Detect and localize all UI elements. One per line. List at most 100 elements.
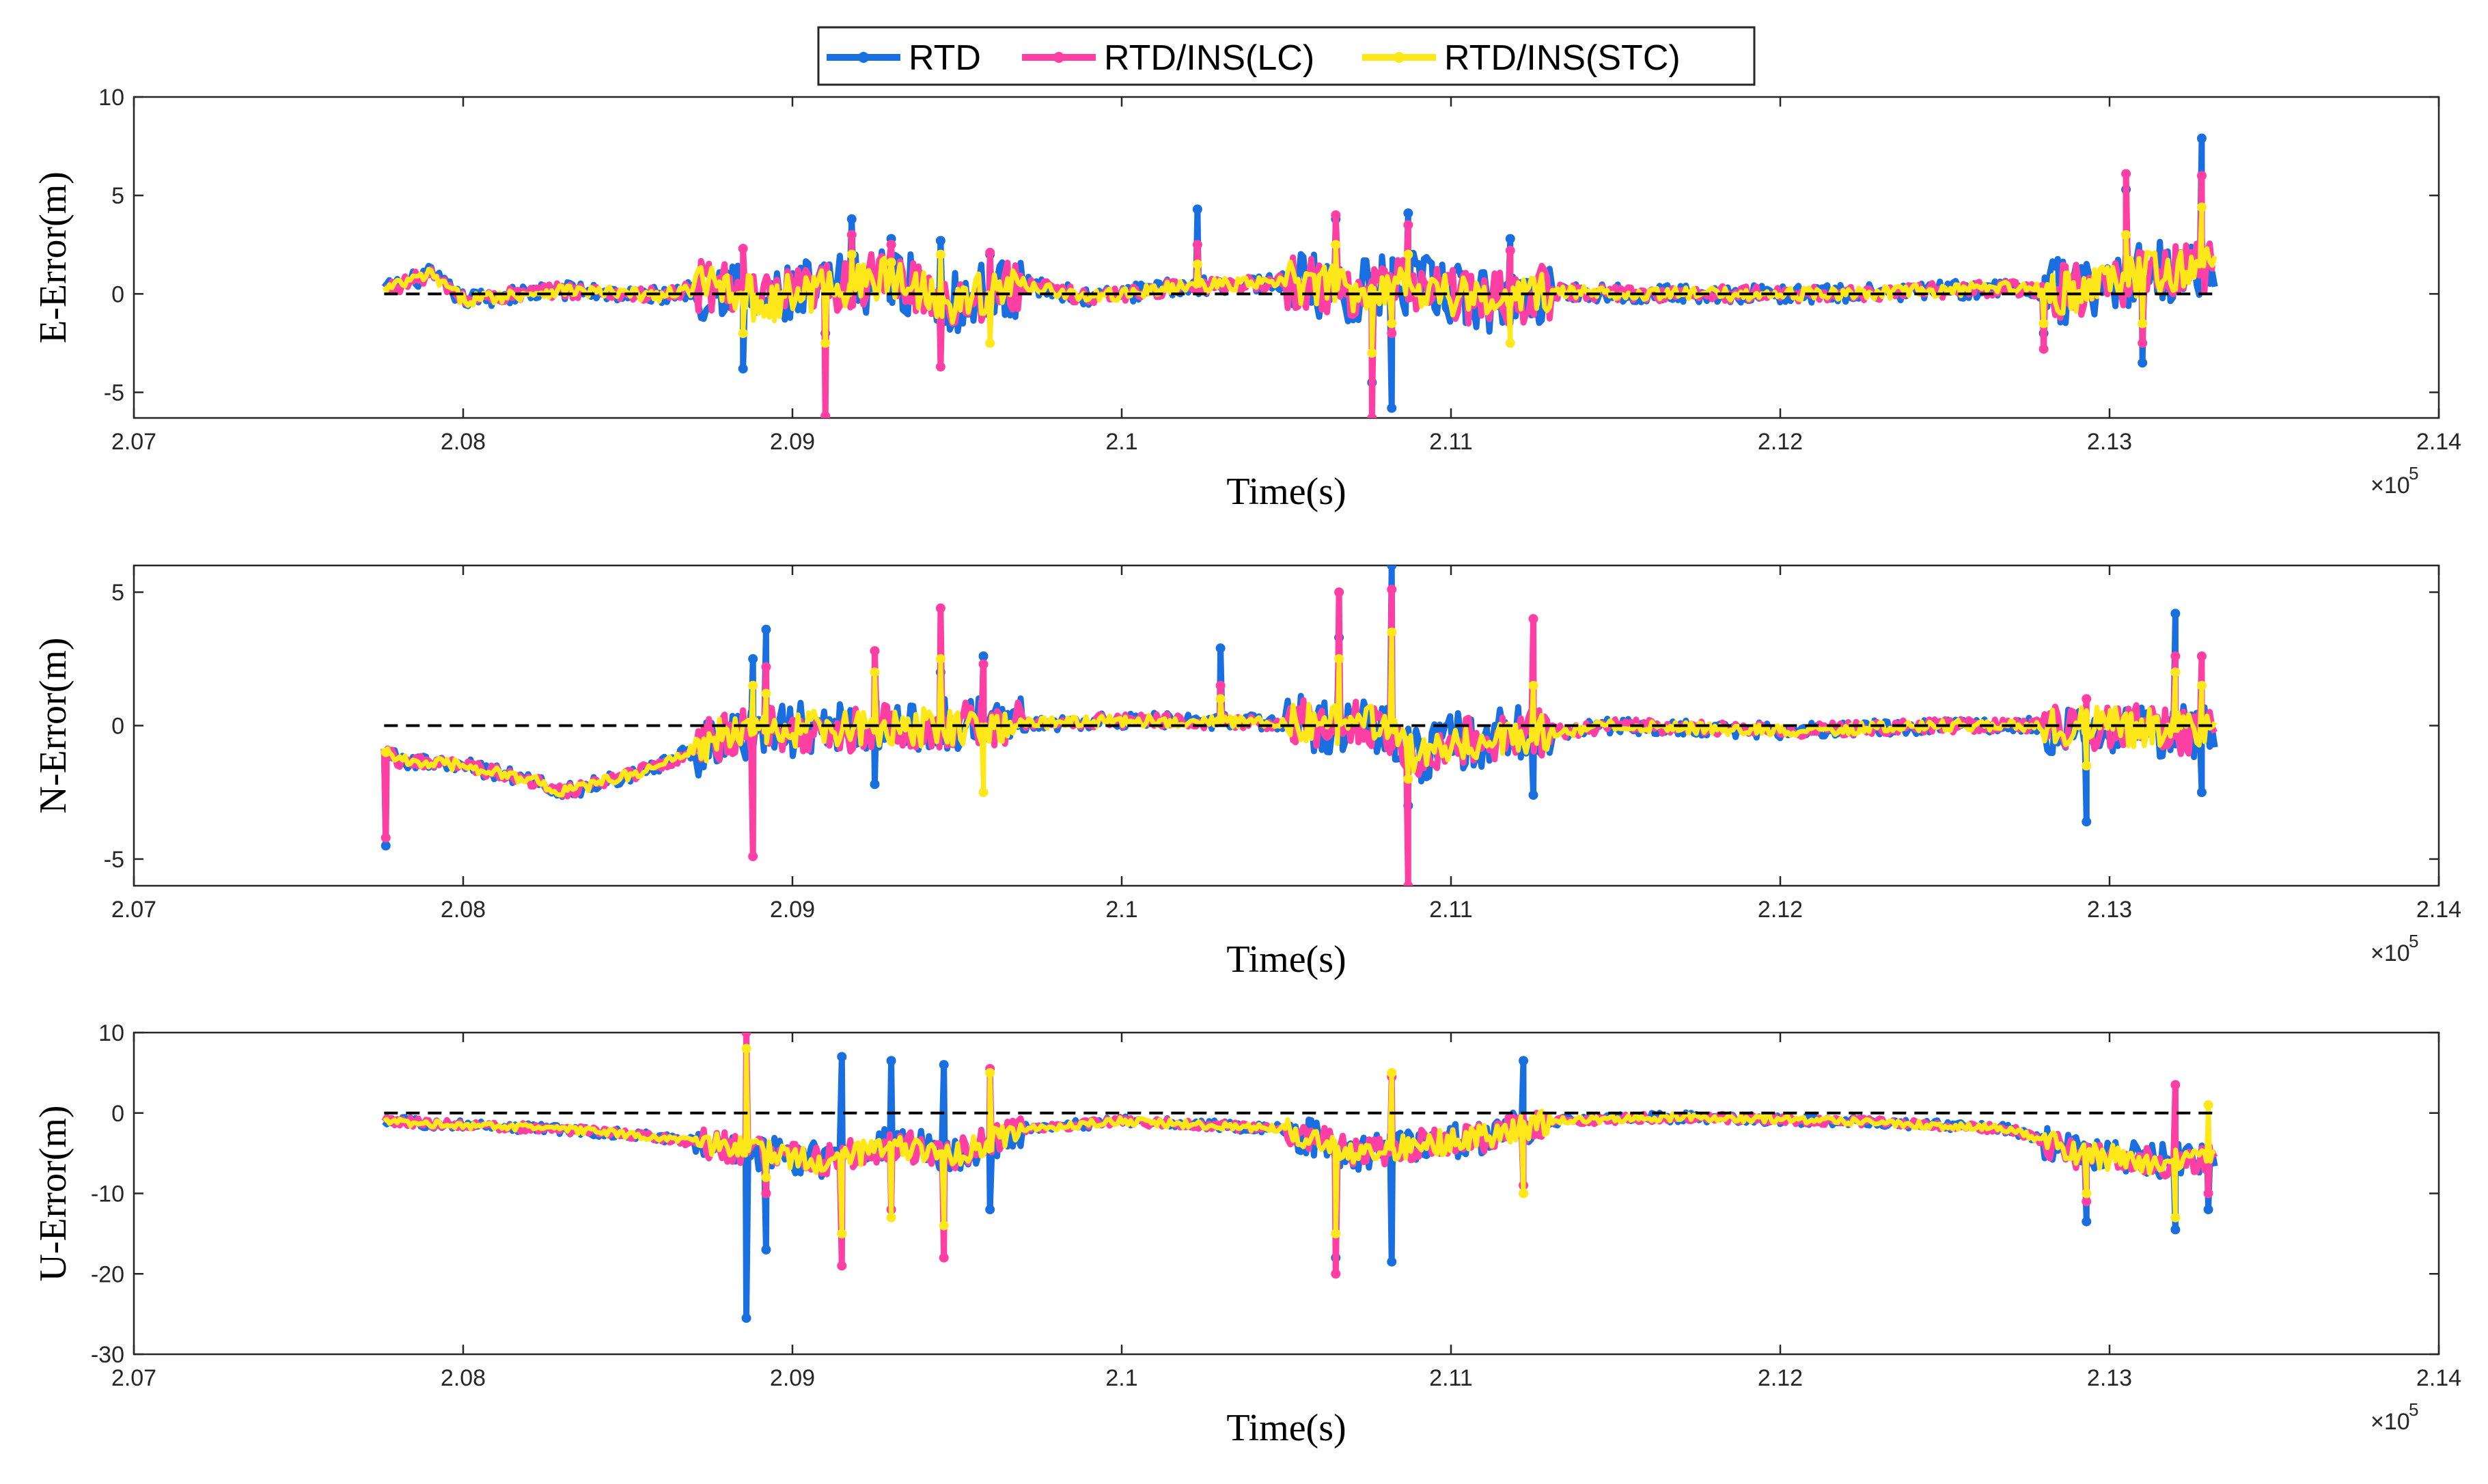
x-tick-label: 2.12 — [1758, 897, 1803, 923]
data-point-rtd-ins-lc — [820, 411, 831, 418]
x-tick-label: 2.08 — [441, 1365, 486, 1391]
series-line-rtd-ins-stc — [382, 205, 2217, 356]
x-axis-title: Time(s) — [1226, 938, 1346, 981]
data-point-rtd — [939, 1060, 949, 1070]
data-point-rtd — [846, 214, 857, 224]
data-point-rtd-ins-stc — [1403, 774, 1413, 784]
data-point-rtd-ins-lc — [846, 229, 857, 240]
data-point-rtd-ins-lc — [1331, 210, 1341, 221]
data-point-rtd-ins-lc — [748, 852, 758, 862]
x-tick-label: 2.13 — [2087, 429, 2132, 455]
data-point-rtd-ins-stc — [1331, 1229, 1341, 1239]
x-tick-label: 2.1 — [1105, 897, 1137, 923]
x-exponent-power: 5 — [2409, 1399, 2418, 1420]
y-axis-title: E-Error(m) — [32, 171, 74, 344]
data-point-rtd-ins-stc — [2196, 202, 2207, 212]
data-point-rtd-ins-stc — [381, 747, 391, 757]
data-point-rtd-ins-lc — [870, 646, 880, 656]
data-point-rtd — [741, 1313, 751, 1324]
y-tick-label: -30 — [91, 1342, 124, 1368]
x-tick-label: 2.09 — [770, 897, 815, 923]
data-point-rtd-ins-stc — [870, 667, 880, 677]
data-point-rtd — [1387, 565, 1397, 570]
data-point-rtd-ins-stc — [2082, 1188, 2092, 1199]
data-point-rtd-ins-stc — [2138, 318, 2148, 328]
panel-u-error: 2.07 2.08 2.09 2.1 2.11 2.12 2.13 2.14 -30 -20 -10… — [32, 1020, 2461, 1449]
data-point-rtd-ins-stc — [985, 338, 995, 348]
data-point-rtd — [738, 363, 748, 374]
data-point-rtd — [1403, 208, 1413, 219]
x-tick-label: 2.08 — [441, 429, 486, 455]
data-point-rtd-ins-lc — [1331, 1269, 1341, 1279]
y-axis-title: N-Error(m) — [32, 637, 74, 813]
data-point-rtd — [761, 624, 771, 634]
x-axis-title: Time(s) — [1226, 471, 1346, 513]
plot-area — [381, 1033, 2218, 1324]
y-tick-label: -5 — [104, 847, 124, 873]
data-point-rtd-ins-stc — [2196, 680, 2207, 690]
data-point-rtd-ins-lc — [837, 1261, 847, 1271]
panel-e-error: 2.07 2.08 2.09 2.1 2.11 2.12 2.13 2.14 -5 0 5 10 Tim… — [32, 85, 2461, 513]
legend-label-rtd-ins-lc: RTD/INS(LC) — [1104, 38, 1314, 78]
data-point-rtd-ins-stc — [886, 257, 896, 268]
axes-box — [133, 96, 2440, 419]
y-tick-label: 0 — [111, 1101, 124, 1127]
x-tick-label: 2.1 — [1105, 429, 1137, 455]
data-point-rtd-ins-stc — [1387, 1067, 1397, 1078]
data-point-rtd-ins-lc — [1505, 245, 1515, 255]
data-point-rtd — [2170, 608, 2181, 619]
data-point-rtd-ins-lc — [935, 362, 945, 372]
y-tick-label: -20 — [91, 1261, 124, 1287]
legend-entry-rtd-ins-stc: RTD/INS(STC) — [1362, 38, 1681, 78]
y-tick-label: 5 — [111, 580, 124, 606]
x-tick-label: 2.07 — [111, 429, 156, 455]
data-point-rtd — [2082, 817, 2092, 827]
x-tick-label: 2.07 — [111, 897, 156, 923]
data-point-rtd-ins-lc — [978, 659, 989, 669]
legend-marker-rtd-ins-stc — [1394, 52, 1405, 63]
data-point-rtd — [2170, 1224, 2181, 1235]
data-point-rtd-ins-lc — [2170, 1080, 2181, 1090]
data-point-rtd-ins-stc — [748, 680, 758, 690]
x-tick-label: 2.14 — [2416, 429, 2461, 455]
data-point-rtd-ins-stc — [738, 328, 748, 339]
data-point-rtd-ins-stc — [939, 1220, 949, 1231]
x-tick-label: 2.11 — [1429, 897, 1473, 923]
data-point-rtd — [2196, 787, 2207, 798]
data-point-rtd-ins-lc — [1387, 328, 1397, 339]
legend-box — [817, 26, 1756, 86]
data-point-rtd — [2196, 133, 2207, 143]
series-line-rtd-ins-stc — [383, 1046, 2216, 1236]
x-tick-label: 2.1 — [1105, 1365, 1137, 1391]
data-point-rtd — [761, 1244, 771, 1255]
data-point-rtd-ins-lc — [939, 1252, 949, 1263]
x-tick-label: 2.13 — [2087, 1365, 2132, 1391]
data-point-rtd-ins-stc — [837, 1229, 847, 1239]
data-point-rtd — [978, 651, 989, 661]
data-point-rtd-ins-stc — [1505, 338, 1515, 348]
x-tick-label: 2.13 — [2087, 897, 2132, 923]
data-point-rtd-ins-stc — [985, 1067, 995, 1078]
data-point-rtd — [1519, 1056, 1529, 1066]
x-exponent-label: ×10 — [2370, 473, 2410, 499]
data-point-rtd-ins-lc — [886, 240, 896, 250]
y-axis-title: U-Error(m) — [32, 1105, 74, 1281]
data-point-rtd — [837, 1052, 847, 1062]
data-point-rtd-ins-stc — [1528, 680, 1538, 690]
x-tick-label: 2.09 — [770, 429, 815, 455]
data-point-rtd — [1215, 643, 1226, 654]
data-point-rtd-ins-lc — [381, 832, 391, 843]
data-point-rtd — [985, 1205, 995, 1215]
plot-area — [381, 565, 2218, 886]
data-point-rtd-ins-stc — [1519, 1188, 1529, 1199]
y-tick-label: 0 — [111, 281, 124, 307]
data-point-rtd-ins-lc — [1403, 881, 1413, 886]
data-point-rtd-ins-stc — [1403, 249, 1413, 260]
data-point-rtd — [2203, 1205, 2213, 1215]
data-point-rtd-ins-lc — [2196, 171, 2207, 181]
data-point-rtd-ins-stc — [935, 654, 945, 664]
data-point-rtd-ins-stc — [1334, 654, 1344, 664]
data-point-rtd-ins-stc — [2121, 229, 2131, 240]
data-point-rtd-ins-stc — [978, 787, 989, 798]
